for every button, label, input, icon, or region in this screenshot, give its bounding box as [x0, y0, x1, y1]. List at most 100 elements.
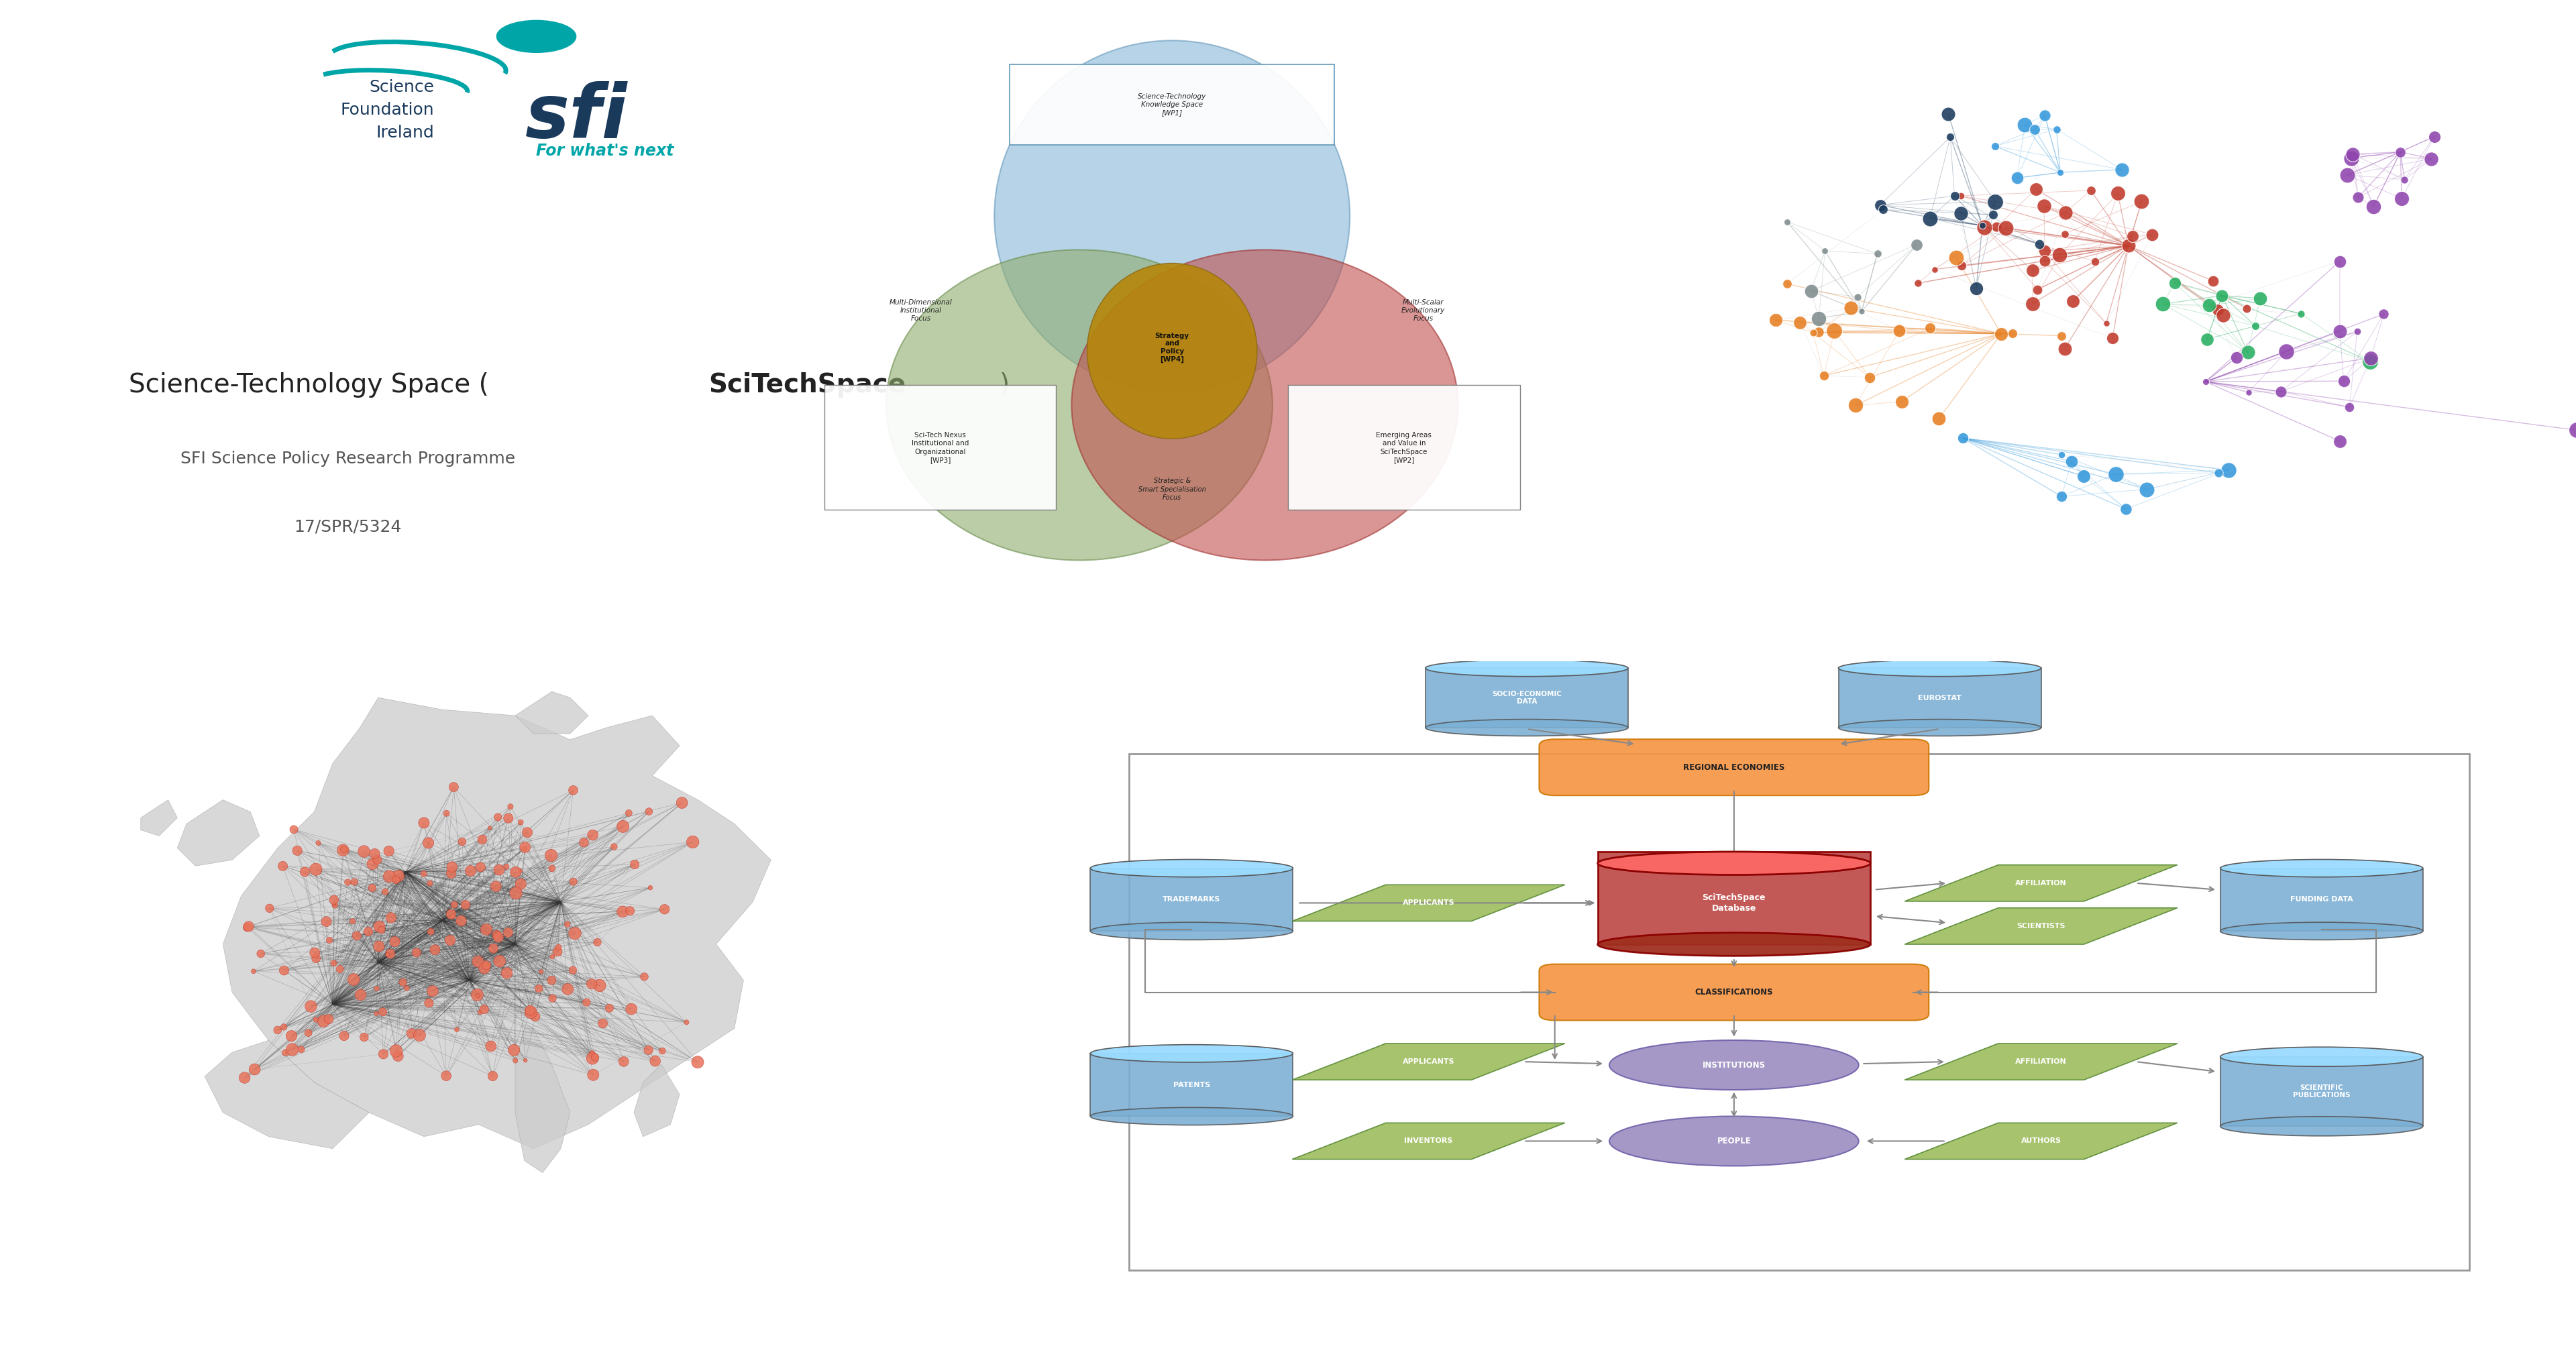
- Point: [2043, 338, 2084, 359]
- Point: [1860, 194, 1901, 216]
- Text: FUNDING DATA: FUNDING DATA: [2290, 896, 2352, 903]
- Point: [2331, 147, 2372, 169]
- Point: [371, 907, 412, 929]
- Point: [1963, 215, 2004, 236]
- Point: [580, 975, 621, 996]
- Point: [487, 922, 528, 944]
- Point: [1976, 216, 2017, 238]
- Point: [363, 1044, 404, 1065]
- Point: [1996, 167, 2038, 189]
- Point: [2025, 104, 2066, 126]
- Point: [2025, 250, 2066, 271]
- Point: [1842, 301, 1883, 323]
- Point: [1767, 273, 1808, 294]
- Ellipse shape: [1839, 720, 2040, 736]
- Point: [2071, 180, 2112, 201]
- FancyBboxPatch shape: [1425, 668, 1628, 728]
- Point: [232, 960, 273, 981]
- Polygon shape: [1904, 865, 2177, 902]
- Point: [410, 992, 451, 1014]
- Point: [361, 919, 402, 941]
- Point: [2208, 459, 2249, 481]
- Point: [469, 817, 510, 838]
- Ellipse shape: [1597, 852, 1870, 875]
- Point: [309, 1008, 350, 1030]
- Point: [2228, 382, 2269, 404]
- Point: [2125, 478, 2166, 499]
- Point: [567, 991, 608, 1012]
- Point: [407, 832, 448, 853]
- Point: [2087, 312, 2128, 333]
- Point: [2324, 370, 2365, 392]
- Point: [515, 1006, 556, 1027]
- Point: [2063, 466, 2105, 487]
- Point: [603, 900, 644, 922]
- Point: [2094, 463, 2136, 485]
- Point: [2050, 451, 2092, 472]
- Point: [592, 836, 634, 857]
- Point: [1919, 408, 1960, 429]
- Point: [536, 941, 577, 963]
- Ellipse shape: [1839, 660, 2040, 676]
- Point: [531, 857, 572, 879]
- Point: [2202, 305, 2244, 327]
- Polygon shape: [1293, 884, 1564, 921]
- Point: [386, 977, 428, 999]
- Point: [464, 999, 505, 1021]
- Point: [1914, 259, 1955, 281]
- Point: [1940, 202, 1981, 224]
- Point: [1793, 321, 1834, 343]
- Point: [2120, 190, 2161, 212]
- Point: [1880, 390, 1922, 412]
- Point: [2331, 143, 2372, 165]
- Point: [440, 830, 482, 852]
- Text: AFFILIATION: AFFILIATION: [2014, 1058, 2066, 1065]
- Polygon shape: [224, 698, 770, 1149]
- Text: PATENTS: PATENTS: [1172, 1081, 1211, 1088]
- Text: Strategic &
Smart Specialisation
Focus: Strategic & Smart Specialisation Focus: [1139, 478, 1206, 501]
- Point: [487, 807, 528, 829]
- Point: [510, 1002, 551, 1023]
- Point: [2411, 148, 2452, 170]
- Point: [1909, 208, 1950, 230]
- Point: [2130, 224, 2172, 246]
- Point: [281, 1038, 322, 1060]
- Ellipse shape: [1090, 860, 1293, 878]
- Point: [2112, 225, 2154, 247]
- Point: [353, 853, 394, 875]
- Point: [2362, 304, 2403, 325]
- Point: [641, 1040, 683, 1061]
- Point: [531, 946, 572, 968]
- Text: SOCIO-ECONOMIC
DATA: SOCIO-ECONOMIC DATA: [1492, 691, 1561, 705]
- Point: [265, 1042, 307, 1064]
- Point: [2414, 126, 2455, 147]
- Point: [2197, 462, 2239, 483]
- Ellipse shape: [1425, 660, 1628, 676]
- Point: [2197, 298, 2239, 320]
- Point: [296, 859, 337, 880]
- Point: [2226, 297, 2267, 319]
- Point: [1834, 394, 1875, 416]
- Point: [531, 969, 572, 991]
- FancyBboxPatch shape: [1597, 852, 1870, 944]
- Point: [358, 915, 399, 937]
- Point: [430, 929, 471, 950]
- Point: [430, 863, 471, 884]
- Ellipse shape: [1610, 1116, 1860, 1166]
- Point: [577, 931, 618, 953]
- Text: For what's next: For what's next: [536, 143, 675, 159]
- Point: [273, 818, 314, 840]
- Point: [381, 972, 422, 994]
- Point: [425, 1065, 466, 1087]
- Point: [2184, 371, 2226, 393]
- Point: [366, 944, 407, 965]
- Point: [505, 1049, 546, 1071]
- Point: [2187, 328, 2228, 350]
- Point: [1963, 217, 2004, 239]
- Point: [459, 1002, 500, 1023]
- Point: [304, 1010, 345, 1031]
- Point: [446, 894, 487, 915]
- Point: [335, 871, 376, 892]
- Point: [433, 894, 474, 915]
- Point: [2040, 244, 2081, 266]
